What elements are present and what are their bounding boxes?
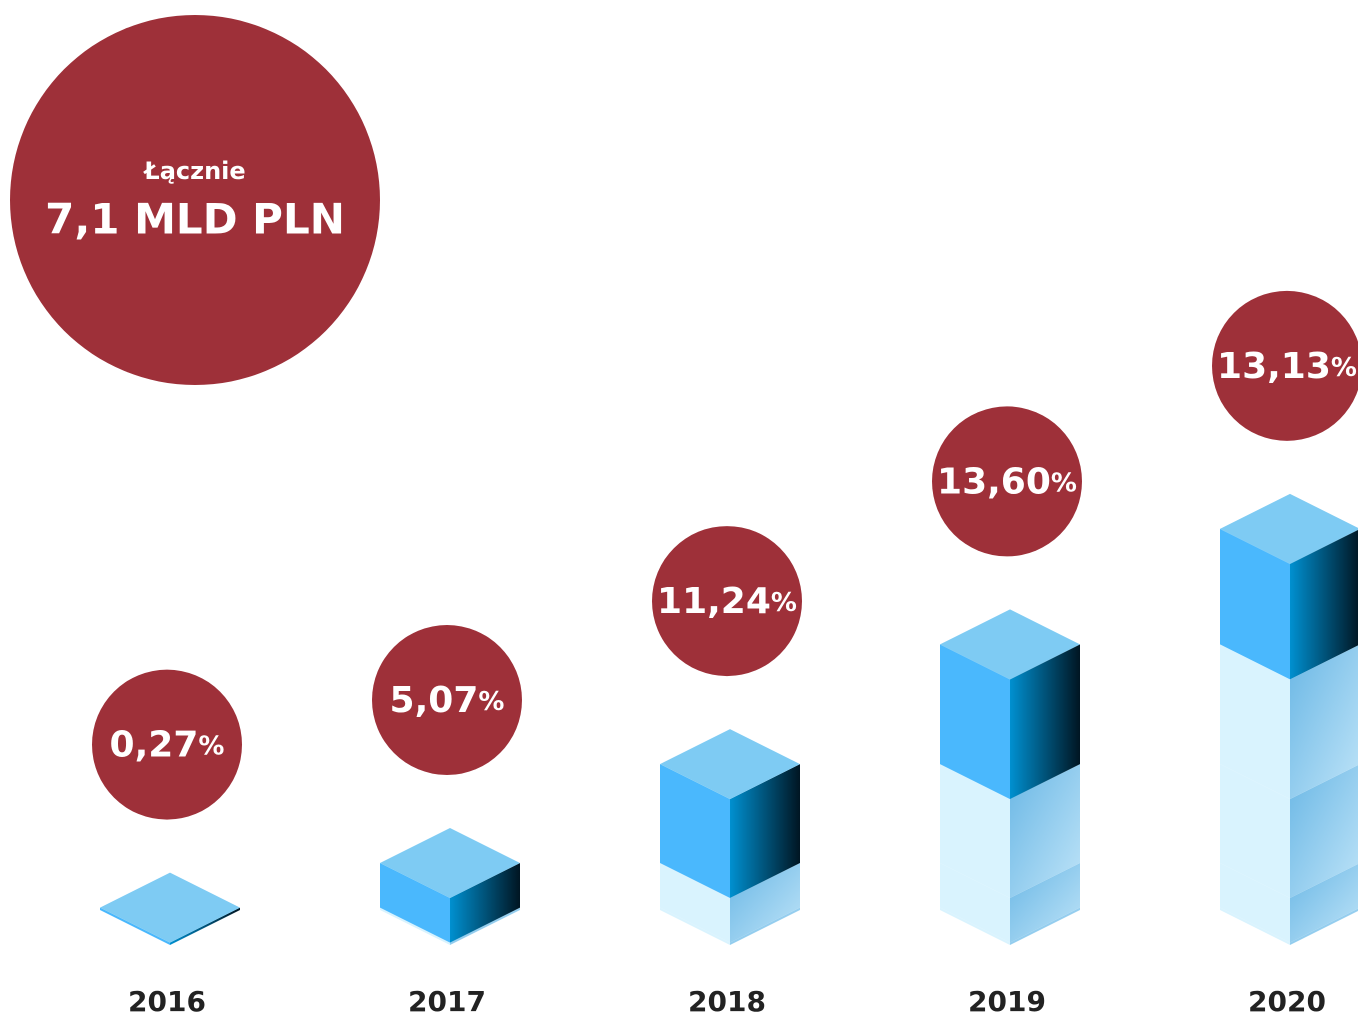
value-unit: % [1331, 352, 1357, 382]
value-unit: % [1051, 468, 1077, 498]
bar-front [380, 907, 450, 945]
value-unit: % [478, 687, 504, 717]
value-circle [372, 625, 522, 776]
bar-front [940, 863, 1010, 943]
bar-front [100, 907, 170, 945]
bar-side [1010, 863, 1080, 943]
bar-front [940, 644, 1010, 800]
bar-side [450, 907, 520, 945]
x-tick-label: 2017 [408, 985, 486, 1018]
value-number: 13,13 [1217, 346, 1331, 387]
bar-side [450, 863, 520, 943]
value-circle [92, 669, 242, 820]
value-unit: % [198, 731, 224, 761]
bar-top [380, 828, 520, 899]
value-label: 11,24% [657, 581, 797, 622]
bar-front [940, 764, 1010, 899]
x-tick-label: 2016 [128, 985, 206, 1018]
total-circle [10, 15, 380, 385]
bar-side [1010, 644, 1080, 800]
bar-front [1220, 863, 1290, 943]
value-number: 11,24 [657, 581, 771, 622]
value-number: 5,07 [390, 680, 479, 721]
value-circle [932, 406, 1082, 557]
bar-side [730, 907, 800, 945]
bar-front [1220, 528, 1290, 680]
bar-side [1010, 907, 1080, 945]
total-value: 7,1 MLD PLN [45, 195, 345, 244]
value-label: 0,27% [110, 725, 225, 766]
bar-side [1290, 645, 1358, 800]
bar-front [1220, 644, 1290, 800]
x-tick-label: 2019 [968, 985, 1046, 1018]
bar-side [1290, 864, 1358, 943]
bar-side [1010, 764, 1080, 899]
bar-front [380, 863, 450, 943]
value-circle [1212, 290, 1358, 441]
x-tick-label: 2020 [1248, 985, 1326, 1018]
value-label: 13,60% [937, 461, 1077, 502]
bar-front [940, 907, 1010, 945]
bar-front [660, 863, 730, 943]
bar-front [1220, 764, 1290, 899]
bar-side [1290, 765, 1358, 899]
total-caption: Łącznie [142, 157, 245, 185]
bar-side [1290, 908, 1358, 945]
bar-front [660, 764, 730, 899]
bar-front [1220, 907, 1290, 945]
bar-side [730, 863, 800, 943]
value-unit: % [771, 588, 797, 618]
bar-front [660, 907, 730, 945]
value-label: 5,07% [390, 680, 505, 721]
bar-top [100, 872, 240, 943]
bar-side [170, 907, 240, 945]
bar-side [1290, 529, 1358, 680]
value-label: 13,13% [1217, 346, 1357, 387]
bar-side [730, 764, 800, 899]
bar-top [1220, 493, 1358, 564]
value-circle [652, 526, 802, 677]
value-number: 0,27 [110, 725, 199, 766]
value-number: 13,60 [937, 461, 1051, 502]
bar-top [660, 729, 800, 800]
bar-top [940, 609, 1080, 680]
x-tick-label: 2018 [688, 985, 766, 1018]
